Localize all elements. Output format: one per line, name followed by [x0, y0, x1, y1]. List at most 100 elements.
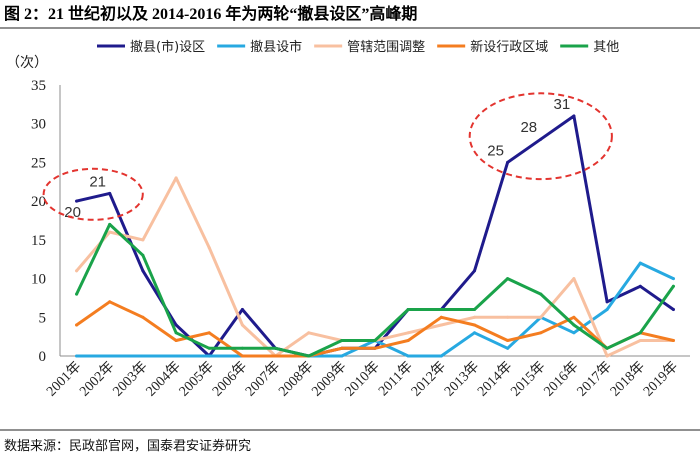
data-point: [473, 269, 476, 273]
x-tick-label: 2018年: [607, 359, 648, 400]
data-point: [406, 308, 410, 311]
legend-item: 新设行政区域: [437, 39, 548, 55]
data-point: [307, 331, 311, 335]
data-point: [207, 346, 211, 350]
data-point: [506, 315, 510, 319]
data-point: [340, 354, 344, 358]
y-tick-label: 35: [31, 78, 46, 94]
legend-item: 其他: [560, 40, 619, 55]
data-point: [141, 315, 145, 319]
data-point: [174, 354, 178, 358]
series-5: [75, 222, 675, 358]
data-label: 31: [554, 96, 571, 113]
data-point: [108, 300, 112, 304]
y-tick-label: 10: [31, 272, 46, 288]
x-tick-label: 2019年: [640, 359, 681, 400]
y-tick-label: 20: [31, 194, 46, 210]
data-point: [506, 160, 510, 164]
x-tick-label: 2017年: [574, 359, 615, 400]
data-label: 28: [520, 119, 537, 136]
data-point: [539, 331, 543, 335]
data-point: [506, 339, 510, 342]
data-point: [75, 292, 79, 296]
x-tick-label: 2008年: [276, 359, 317, 400]
data-label: 25: [487, 142, 504, 159]
data-point: [605, 354, 609, 358]
data-point: [340, 346, 344, 350]
data-point: [340, 339, 344, 342]
legend: 撤县(市)设区 撤县设市 管辖范围调整 新设行政区域 其他: [97, 39, 619, 55]
x-axis-ticks: 2001年2002年2003年2004年2005年2006年2007年2008年…: [43, 359, 681, 400]
legend-item: 撤县设市: [217, 39, 302, 55]
data-point: [506, 277, 510, 281]
data-point: [638, 261, 642, 265]
data-point: [572, 323, 576, 327]
data-point: [605, 300, 609, 304]
data-point: [174, 331, 178, 335]
data-point: [439, 308, 443, 311]
x-tick-label: 2007年: [242, 359, 283, 400]
chart-title: 图 2：21 世纪初以及 2014-2016 年为两轮“撤县设区”高峰期: [4, 4, 417, 23]
data-point: [406, 331, 410, 335]
data-point: [373, 346, 377, 350]
x-tick-label: 2006年: [209, 359, 250, 400]
highlight-ellipse: [42, 167, 144, 221]
data-point: [75, 199, 79, 203]
data-point: [605, 308, 609, 311]
data-point: [439, 323, 443, 327]
x-tick-label: 2004年: [143, 359, 184, 400]
data-point: [572, 331, 576, 335]
data-point: [207, 246, 211, 250]
x-tick-label: 2001年: [43, 359, 84, 400]
series-1: [75, 114, 675, 358]
x-tick-label: 2005年: [176, 359, 217, 400]
data-point: [439, 354, 443, 358]
data-point: [75, 323, 79, 327]
data-point: [506, 346, 510, 350]
data-point: [174, 339, 178, 342]
legend-item: 撤县(市)设区: [97, 39, 205, 55]
series-3: [75, 176, 675, 358]
data-point: [638, 331, 642, 335]
data-point: [539, 292, 543, 296]
x-tick-label: 2015年: [508, 359, 549, 400]
y-tick-label: 0: [39, 349, 47, 365]
data-point: [638, 339, 642, 342]
x-tick-label: 2012年: [408, 359, 449, 400]
legend-item: 管辖范围调整: [314, 39, 425, 55]
data-point: [274, 346, 277, 350]
data-point: [539, 315, 543, 319]
series-group: [75, 114, 675, 358]
data-point: [671, 277, 675, 281]
data-point: [240, 308, 244, 311]
data-point: [108, 222, 112, 226]
x-tick-label: 2016年: [541, 359, 582, 400]
highlight-annotations: [42, 92, 613, 221]
data-point: [174, 323, 178, 327]
data-point: [108, 191, 112, 195]
data-point: [141, 354, 145, 358]
y-tick-label: 30: [31, 117, 46, 133]
data-point: [274, 354, 277, 358]
data-point: [406, 354, 410, 358]
legend-label: 管辖范围调整: [347, 39, 425, 55]
x-tick-label: 2013年: [441, 359, 482, 400]
data-point: [307, 354, 311, 358]
legend-label: 撤县(市)设区: [130, 39, 205, 55]
data-point: [75, 354, 79, 358]
data-point: [539, 137, 543, 141]
data-point: [108, 230, 112, 234]
y-tick-label: 5: [39, 310, 47, 326]
source-note: 数据来源：民政部官网，国泰君安证券研究: [4, 438, 251, 454]
data-point: [240, 354, 244, 358]
data-point: [439, 315, 443, 319]
data-point: [174, 176, 178, 180]
data-label: 21: [89, 173, 106, 190]
data-point: [141, 253, 145, 257]
data-point: [671, 308, 675, 311]
y-axis-ticks: 0 5 10 15 20 25 30 35: [31, 78, 46, 365]
data-point: [207, 354, 211, 358]
